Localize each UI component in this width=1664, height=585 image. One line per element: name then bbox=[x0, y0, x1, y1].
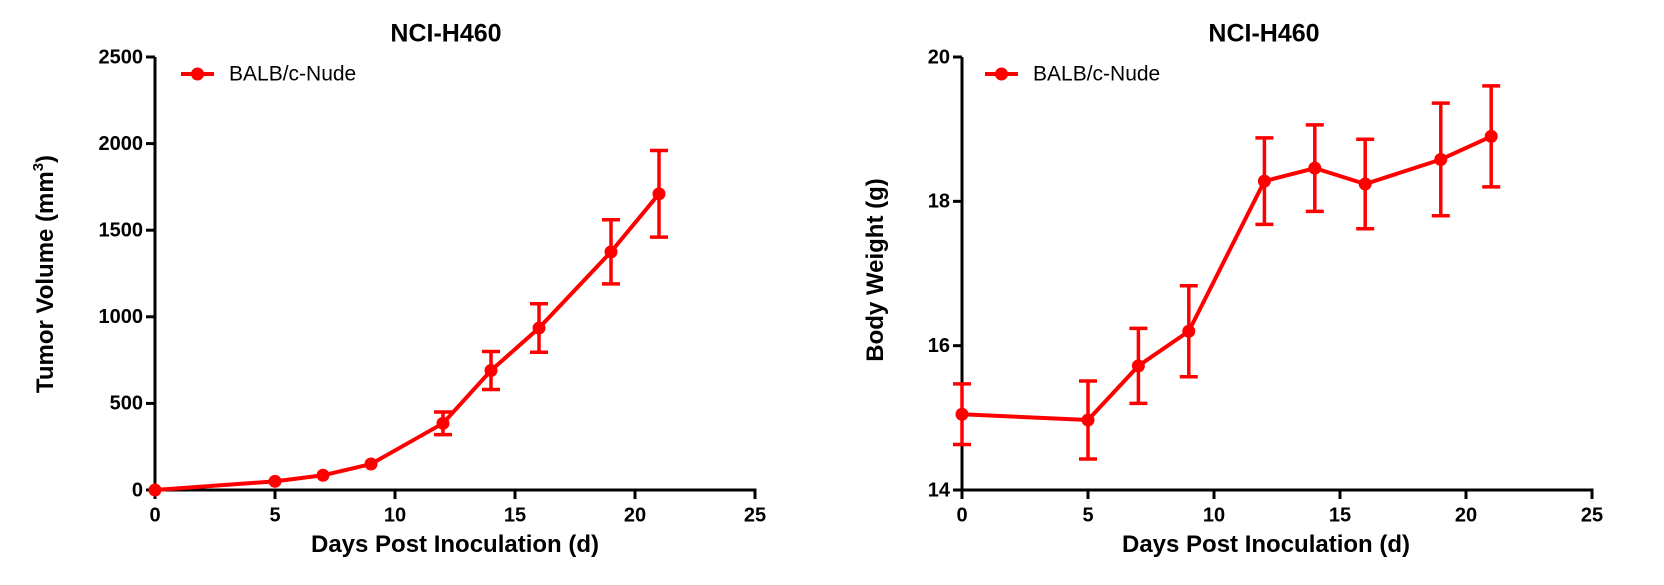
x-tick-label: 0 bbox=[956, 504, 967, 526]
data-point bbox=[484, 363, 498, 377]
y-axis-label: Body Weight (g) bbox=[862, 178, 889, 362]
data-point bbox=[1257, 174, 1271, 188]
data-point bbox=[268, 474, 282, 488]
x-tick-label: 5 bbox=[1082, 504, 1093, 526]
data-point bbox=[1434, 152, 1448, 166]
y-axis-label: Tumor Volume (mm3) bbox=[30, 155, 59, 393]
x-axis-label: Days Post Inoculation (d) bbox=[1122, 531, 1410, 558]
y-axis-label-close: ) bbox=[32, 155, 59, 163]
data-point bbox=[1182, 324, 1196, 338]
y-tick-label: 14 bbox=[928, 479, 951, 501]
series-1 bbox=[148, 148, 668, 497]
y-axis-label-superscript: 3 bbox=[30, 163, 47, 171]
x-axis-label: Days Post Inoculation (d) bbox=[311, 531, 599, 558]
x-tick-label: 10 bbox=[384, 504, 406, 526]
y-tick-label: 500 bbox=[110, 393, 143, 415]
y-tick-label: 20 bbox=[928, 46, 950, 68]
x-tick-label: 20 bbox=[624, 504, 646, 526]
series-line bbox=[961, 134, 1493, 422]
y-tick-label: 1500 bbox=[99, 219, 144, 241]
data-point bbox=[1081, 413, 1095, 427]
data-point bbox=[1484, 129, 1498, 143]
data-point bbox=[1308, 161, 1322, 175]
legend-label: BALB/c-Nude bbox=[229, 63, 356, 86]
data-point bbox=[604, 245, 618, 259]
legend: BALB/c-Nude bbox=[181, 63, 356, 86]
legend-label: BALB/c-Nude bbox=[1033, 63, 1160, 86]
data-point bbox=[436, 416, 450, 430]
legend-marker bbox=[191, 67, 204, 81]
x-tick-label: 20 bbox=[1455, 504, 1477, 526]
y-axis-label-text: Tumor Volume (mm bbox=[32, 171, 59, 393]
series-line bbox=[154, 192, 661, 492]
y-tick-label: 2000 bbox=[99, 133, 144, 155]
legend: BALB/c-Nude bbox=[985, 63, 1160, 86]
y-tick-label: 1000 bbox=[99, 306, 144, 328]
data-point bbox=[955, 407, 969, 421]
chart-panel-2: NCI-H460 0 5 10 15 20 25 14 16 18 20 Days Post Inoc… bbox=[862, 20, 1603, 558]
legend-marker bbox=[995, 67, 1008, 81]
data-point bbox=[148, 483, 162, 497]
y-axis-label-text: Body Weight (g) bbox=[862, 178, 889, 362]
chart-title: NCI-H460 bbox=[1208, 20, 1319, 48]
data-point bbox=[532, 321, 546, 335]
chart-title: NCI-H460 bbox=[390, 20, 501, 48]
data-point bbox=[1358, 177, 1372, 191]
y-tick-label: 16 bbox=[928, 335, 950, 357]
chart-panel-1: NCI-H460 0 5 10 15 20 25 0 500 1000 1500 2000 2500 Da… bbox=[30, 20, 766, 558]
x-tick-label: 10 bbox=[1203, 504, 1225, 526]
data-point bbox=[1131, 359, 1145, 373]
x-tick-label: 25 bbox=[744, 504, 766, 526]
y-tick-label: 0 bbox=[132, 479, 143, 501]
x-tick-label: 15 bbox=[1329, 504, 1351, 526]
series-1 bbox=[953, 84, 1501, 461]
x-tick-label: 5 bbox=[269, 504, 280, 526]
data-point bbox=[316, 468, 330, 482]
x-tick-label: 15 bbox=[504, 504, 526, 526]
y-tick-label: 2500 bbox=[99, 46, 144, 68]
data-point bbox=[652, 187, 666, 201]
data-point bbox=[364, 457, 378, 471]
x-tick-label: 0 bbox=[149, 504, 160, 526]
y-tick-label: 18 bbox=[928, 191, 950, 213]
x-tick-label: 25 bbox=[1581, 504, 1603, 526]
